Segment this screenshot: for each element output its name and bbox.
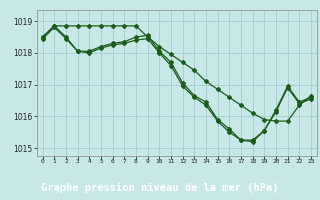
Text: Graphe pression niveau de la mer (hPa): Graphe pression niveau de la mer (hPa) xyxy=(41,183,279,193)
